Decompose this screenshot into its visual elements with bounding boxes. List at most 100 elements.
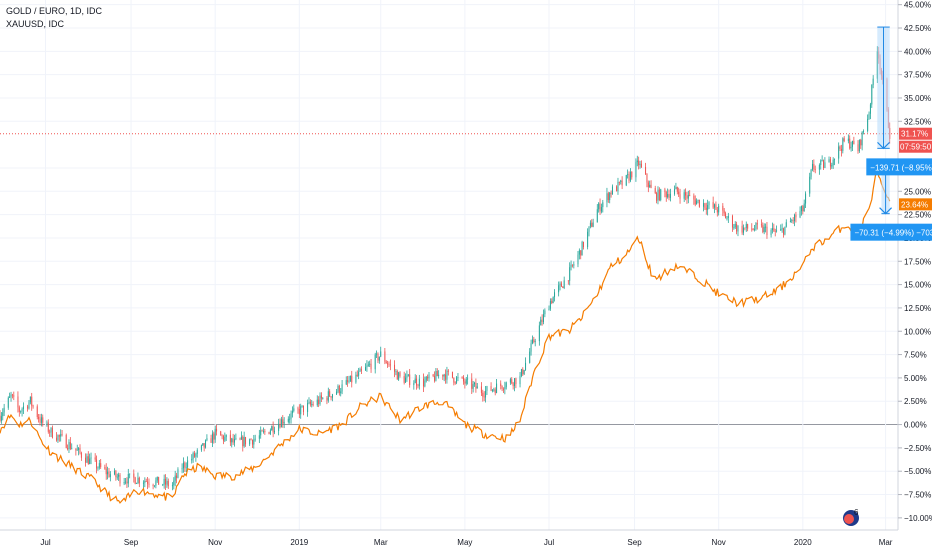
gold-euro-measure-label[interactable] bbox=[866, 158, 932, 176]
candle-body bbox=[783, 228, 785, 235]
candle-body bbox=[229, 434, 231, 443]
candle-body bbox=[202, 443, 204, 446]
candle-body bbox=[126, 481, 128, 484]
candle-body bbox=[105, 468, 107, 475]
price-axis[interactable]: 45.00%42.50%40.00%37.50%35.00%32.50%27.5… bbox=[898, 1, 932, 523]
candle-body bbox=[394, 364, 396, 372]
candle-body bbox=[850, 146, 852, 149]
candle-body bbox=[596, 209, 598, 223]
candle-body bbox=[617, 181, 619, 192]
candle-body bbox=[602, 202, 604, 208]
candle-body bbox=[27, 406, 29, 409]
candle-body bbox=[792, 220, 794, 222]
candle-body bbox=[148, 483, 150, 485]
candle-body bbox=[242, 436, 244, 447]
candle-body bbox=[348, 381, 350, 383]
candle-body bbox=[107, 471, 109, 475]
candle-body bbox=[773, 228, 775, 231]
candle-body bbox=[282, 419, 284, 424]
candle-body bbox=[65, 434, 67, 448]
candle-body bbox=[86, 456, 88, 463]
candle-body bbox=[298, 408, 300, 415]
candle-body bbox=[853, 140, 855, 145]
y-tick-label: 42.50% bbox=[904, 24, 931, 33]
candle-body bbox=[558, 285, 560, 293]
candle-body bbox=[765, 226, 767, 228]
measure-labels[interactable]: −139.71 (−8.95%) −1397 −70.31 (−4.99%) −… bbox=[850, 158, 932, 241]
candle-body bbox=[206, 438, 208, 441]
candle-body bbox=[640, 163, 642, 167]
candle-body bbox=[514, 378, 516, 387]
candle-body bbox=[195, 453, 197, 457]
candle-body bbox=[548, 308, 550, 311]
candle-body bbox=[752, 229, 754, 231]
candle-body bbox=[162, 484, 164, 486]
candle-body bbox=[46, 422, 48, 424]
candle-body bbox=[810, 169, 812, 177]
candle-body bbox=[134, 477, 136, 484]
candle-body bbox=[544, 310, 546, 315]
tradingview-logo-icon[interactable]: 6 bbox=[843, 508, 859, 526]
candle-body bbox=[443, 374, 445, 377]
candle-body bbox=[181, 468, 183, 470]
candle-body bbox=[509, 379, 511, 383]
candle-body bbox=[308, 401, 310, 404]
candle-body bbox=[482, 392, 484, 397]
time-axis[interactable]: Jul Sep Nov 2019 Mar May Jul Sep Nov 2020 Mar bbox=[40, 538, 892, 547]
candle-body bbox=[7, 397, 9, 408]
candle-body bbox=[369, 363, 371, 365]
candle-body bbox=[650, 184, 652, 189]
candle-body bbox=[625, 175, 627, 186]
candle-body bbox=[832, 159, 834, 165]
candle-body bbox=[174, 475, 176, 481]
candle-body bbox=[413, 383, 415, 385]
candle-body bbox=[803, 203, 805, 212]
candle-body bbox=[51, 427, 53, 438]
xauusd-measure-label[interactable] bbox=[850, 223, 932, 241]
candle-body bbox=[165, 478, 167, 485]
y-tick-label: −10.00% bbox=[904, 514, 932, 523]
candle-body bbox=[322, 397, 324, 399]
candle-body bbox=[554, 292, 556, 297]
candle-body bbox=[243, 437, 245, 447]
candle-body bbox=[542, 314, 544, 322]
candle-body bbox=[96, 459, 98, 469]
candle-body bbox=[331, 394, 333, 398]
candle-body bbox=[196, 450, 198, 454]
candle-body bbox=[425, 376, 427, 381]
candle-body bbox=[649, 184, 651, 188]
candle-body bbox=[656, 193, 658, 201]
compare-symbol-title[interactable]: XAUUSD, IDC bbox=[6, 19, 65, 29]
candle-body bbox=[280, 419, 282, 428]
candle-body bbox=[567, 280, 569, 282]
candle-body bbox=[831, 164, 833, 167]
candle-body bbox=[472, 384, 474, 389]
candle-body bbox=[611, 186, 613, 195]
y-tick-label: 40.00% bbox=[904, 47, 931, 56]
candle-body bbox=[210, 438, 212, 443]
candle-body bbox=[268, 432, 270, 434]
candle-body bbox=[301, 405, 303, 407]
candle-body bbox=[500, 383, 502, 386]
candle-body bbox=[427, 376, 429, 379]
candle-body bbox=[818, 164, 820, 170]
candle-body bbox=[581, 241, 583, 256]
candle-body bbox=[377, 353, 379, 361]
candle-body bbox=[422, 378, 424, 387]
measure-tools[interactable] bbox=[877, 26, 893, 215]
candle-body bbox=[799, 211, 801, 218]
candle-body bbox=[279, 423, 281, 428]
candle-body bbox=[193, 453, 195, 457]
candle-body bbox=[205, 440, 207, 448]
candle-body bbox=[493, 389, 495, 391]
candle-body bbox=[454, 382, 456, 384]
candle-body bbox=[249, 439, 251, 445]
candle-body bbox=[665, 192, 667, 198]
candle-body bbox=[849, 138, 851, 149]
candle-body bbox=[387, 363, 389, 365]
candle-body bbox=[370, 363, 372, 370]
candle-body bbox=[50, 427, 52, 433]
chart-title[interactable]: GOLD / EURO, 1D, IDC bbox=[6, 6, 103, 16]
